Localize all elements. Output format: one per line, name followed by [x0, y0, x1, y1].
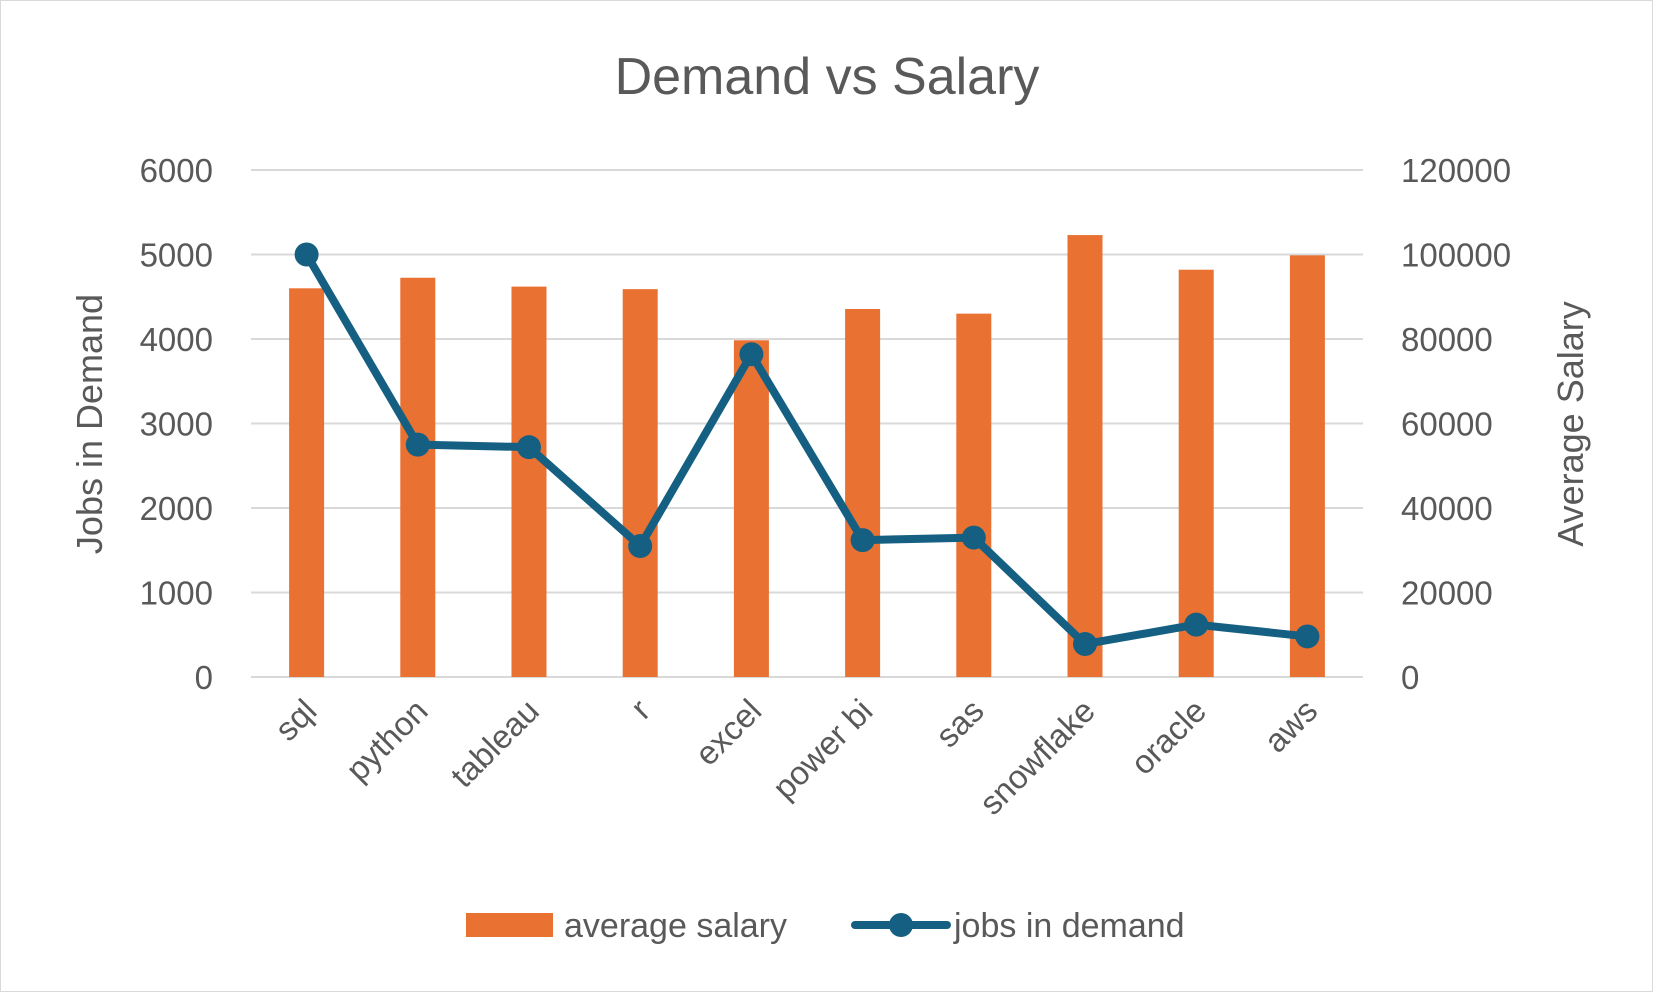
demand-point	[1184, 612, 1209, 637]
salary-bar	[1067, 235, 1103, 677]
demand-point	[850, 528, 875, 553]
y-tick-label: 6000	[140, 152, 213, 189]
demand-line-path	[302, 250, 1312, 649]
salary-bar	[956, 313, 992, 677]
x-tick-label: tableau	[443, 692, 546, 795]
legend-bar-label: average salary	[564, 907, 787, 945]
gridlines	[251, 169, 1363, 678]
y2-tick-label: 0	[1401, 659, 1419, 696]
salary-bar	[733, 340, 769, 677]
legend: average salary jobs in demand	[466, 907, 1185, 945]
y-tick-label: 1000	[140, 575, 213, 612]
y-tick-label: 0	[195, 659, 213, 696]
x-tick-label: sql	[268, 692, 324, 748]
primary-y-axis-ticks: 0 1000 2000 3000 4000 5000 6000	[140, 152, 213, 696]
x-tick-label: python	[339, 692, 435, 788]
y-tick-label: 3000	[140, 406, 213, 443]
chart-title: Demand vs Salary	[615, 48, 1040, 106]
x-tick-label: excel	[688, 692, 769, 773]
demand-point	[739, 342, 764, 367]
demand-point	[1073, 632, 1097, 657]
y2-tick-label: 80000	[1401, 321, 1493, 358]
y2-tick-label: 100000	[1401, 237, 1511, 274]
x-tick-label: oracle	[1123, 692, 1213, 782]
salary-bar	[1289, 255, 1325, 677]
secondary-y-axis-title: Average Salary	[1550, 301, 1591, 546]
demand-point	[961, 525, 986, 550]
primary-y-axis-title: Jobs in Demand	[69, 294, 110, 554]
y2-tick-label: 40000	[1401, 490, 1493, 527]
salary-bar	[622, 289, 658, 677]
demand-point	[294, 242, 319, 267]
x-tick-label: r	[623, 692, 657, 726]
x-tick-label: sas	[928, 692, 990, 754]
salary-bar	[289, 288, 325, 677]
y2-tick-label: 60000	[1401, 406, 1493, 443]
x-tick-label: snowflake	[972, 692, 1102, 822]
legend-bar-swatch	[466, 913, 553, 937]
salary-bar	[400, 277, 436, 677]
secondary-y-axis-ticks: 0 20000 40000 60000 80000 100000 120000	[1401, 152, 1511, 696]
demand-line	[294, 242, 1320, 657]
x-tick-label: aws	[1257, 692, 1325, 760]
salary-bar	[1178, 269, 1214, 677]
demand-point	[1295, 624, 1320, 649]
y2-tick-label: 20000	[1401, 575, 1493, 612]
salary-bar	[511, 286, 547, 677]
y-tick-label: 2000	[140, 490, 213, 527]
legend-line-label: jobs in demand	[953, 907, 1185, 945]
demand-point	[628, 534, 653, 559]
salary-bar	[845, 309, 881, 677]
x-tick-label: power bi	[765, 692, 879, 806]
salary-bars	[289, 235, 1325, 677]
y2-tick-label: 120000	[1401, 152, 1511, 189]
y-tick-label: 5000	[140, 237, 213, 274]
legend-line-marker	[889, 913, 913, 937]
demand-point	[405, 432, 430, 457]
demand-point	[517, 435, 541, 460]
y-tick-label: 4000	[140, 321, 213, 358]
